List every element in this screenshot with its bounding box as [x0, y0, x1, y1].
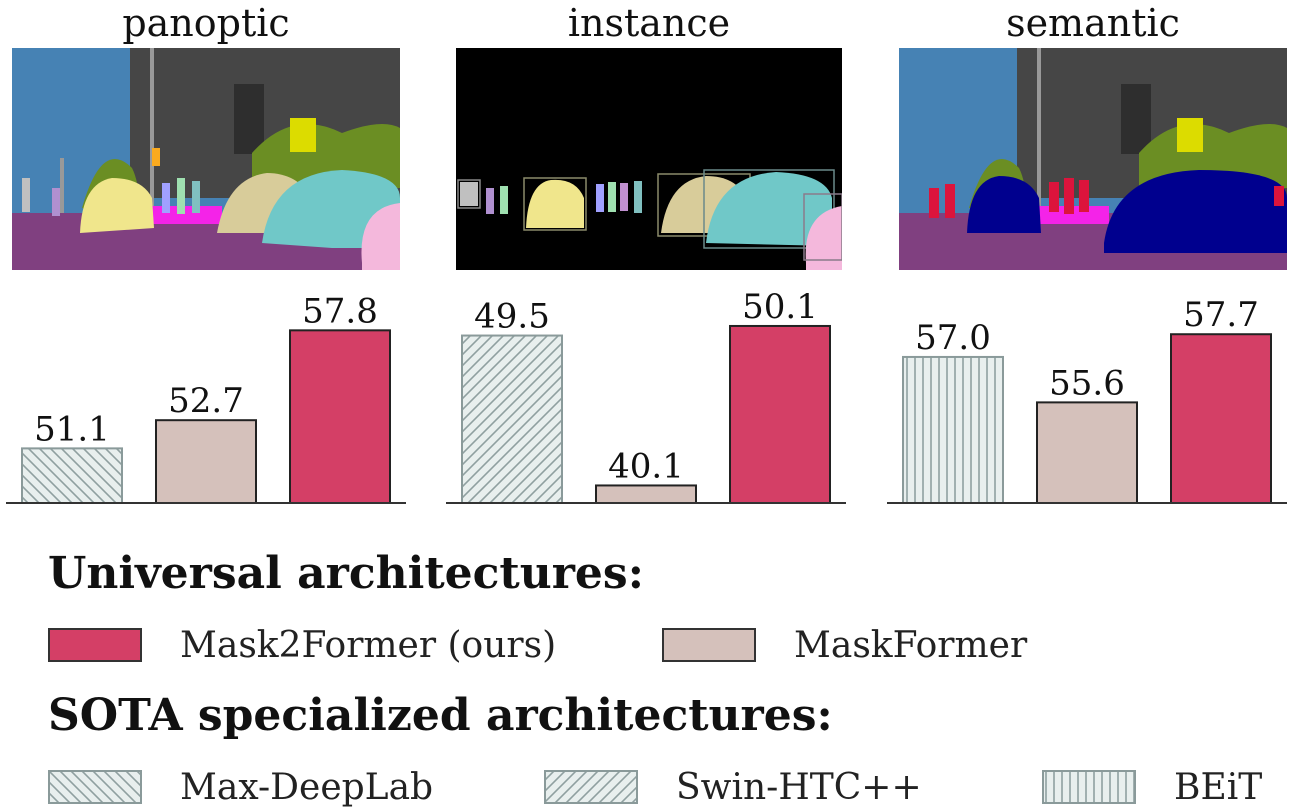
- bar-value-label-semantic-beit: 57.0: [915, 318, 991, 358]
- legend-item-max-deeplab: Max-DeepLab: [48, 764, 433, 810]
- legend-heading-universal: Universal architectures:: [48, 548, 644, 599]
- bar-value-label-panoptic-max-deeplab: 51.1: [34, 409, 110, 449]
- legend-swatch-swin-htc: [544, 770, 638, 804]
- bar-semantic-mask2former-ours: [1170, 333, 1272, 504]
- bar-chart-semantic: 57.0 55.6 57.7: [887, 272, 1287, 507]
- panel-title-instance: instance: [567, 1, 731, 45]
- bar-chart-panoptic-svg: 51.1 52.7 57.8: [6, 291, 406, 505]
- bar-value-label-semantic-mask2former-ours: 57.7: [1183, 295, 1259, 335]
- bar-chart-panoptic: 51.1 52.7 57.8: [6, 272, 406, 507]
- instance-segmentation-image: [456, 48, 842, 270]
- bar-panoptic-maskformer: [155, 419, 257, 504]
- legend-swatch-maskformer: [662, 628, 756, 662]
- legend-label-max-deeplab: Max-DeepLab: [180, 766, 434, 808]
- bar-value-label-panoptic-mask2former-ours: 57.8: [302, 291, 378, 331]
- legend-label-mask2former: Mask2Former (ours): [180, 624, 557, 666]
- bar-value-label-panoptic-maskformer: 52.7: [168, 381, 244, 421]
- semantic-segmentation-image: [899, 48, 1287, 270]
- bar-value-label-instance-swin-htc: 49.5: [474, 297, 550, 337]
- bar-value-label-instance-maskformer: 40.1: [608, 446, 684, 486]
- legend-item-mask2former: Mask2Former (ours): [48, 622, 556, 668]
- legend-swatch-max-deeplab: [48, 770, 142, 804]
- bar-value-label-semantic-maskformer: 55.6: [1049, 363, 1125, 403]
- bar-instance-mask2former-ours: [729, 324, 831, 504]
- bar-instance-maskformer: [595, 484, 697, 504]
- bar-chart-instance-svg: 49.5 40.1 50.1: [446, 287, 846, 504]
- bar-instance-swin-htc: [461, 334, 563, 504]
- bar-panoptic-mask2former-ours: [289, 329, 391, 505]
- legend-item-maskformer: MaskFormer: [662, 622, 1027, 668]
- bar-chart-semantic-svg: 57.0 55.6 57.7: [887, 295, 1287, 505]
- bar-semantic-maskformer: [1036, 401, 1138, 505]
- bar-chart-instance: 49.5 40.1 50.1: [446, 272, 846, 507]
- legend-swatch-mask2former: [48, 628, 142, 662]
- legend-swatch-beit: [1042, 770, 1136, 804]
- legend-item-swin-htc: Swin-HTC++: [544, 764, 922, 810]
- panel-title-panoptic: panoptic: [122, 1, 290, 45]
- legend-item-beit: BEiT: [1042, 764, 1262, 810]
- legend-label-swin-htc: Swin-HTC++: [676, 766, 922, 808]
- panoptic-segmentation-image: [12, 48, 400, 270]
- bar-panoptic-max-deeplab: [21, 447, 123, 504]
- legend-label-beit: BEiT: [1174, 766, 1263, 808]
- bar-semantic-beit: [902, 355, 1004, 504]
- bar-value-label-instance-mask2former-ours: 50.1: [742, 287, 818, 327]
- legend-label-maskformer: MaskFormer: [794, 624, 1028, 666]
- legend-heading-specialized: SOTA specialized architectures:: [48, 690, 833, 741]
- panel-title-semantic: semantic: [1006, 1, 1180, 45]
